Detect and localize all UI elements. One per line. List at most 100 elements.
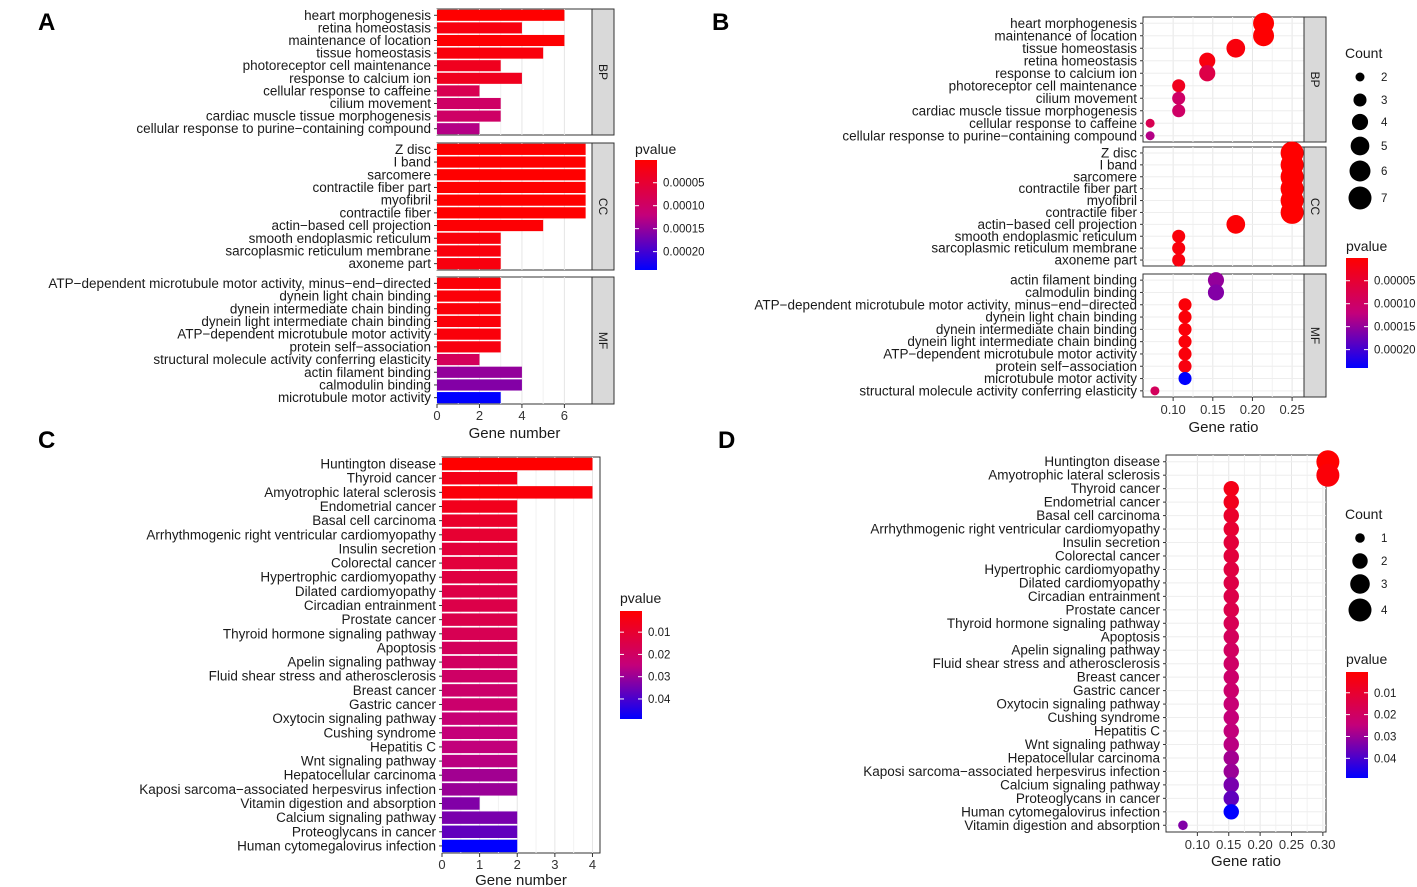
point — [1223, 548, 1239, 564]
category-label: Circadian entrainment — [1028, 589, 1160, 604]
point — [1223, 777, 1239, 793]
category-label: Hepatitis C — [1094, 724, 1160, 739]
pvalue-legend-title: pvalue — [1346, 238, 1387, 254]
size-legend-dot — [1349, 160, 1371, 182]
category-label: Human cytomegalovirus infection — [961, 804, 1160, 819]
colorbar-tick-label: 0.00005 — [663, 178, 705, 190]
bar — [442, 486, 593, 499]
x-tick-label: 4 — [518, 408, 525, 423]
size-legend-label: 1 — [1381, 533, 1387, 545]
point — [1223, 615, 1239, 632]
bar — [442, 457, 593, 471]
bar — [442, 754, 518, 768]
bar — [442, 627, 518, 641]
point — [1223, 669, 1239, 685]
category-label: I band — [1099, 157, 1137, 172]
facet-strip-label: BP — [1308, 71, 1322, 87]
category-label: Prostate cancer — [341, 612, 436, 627]
bar — [442, 655, 518, 669]
colorbar-tick-label: 0.03 — [1374, 731, 1396, 743]
size-legend-dot — [1348, 186, 1372, 210]
x-tick-label: 0 — [438, 857, 445, 872]
category-label: Thyroid hormone signaling pathway — [223, 626, 436, 641]
point — [1178, 310, 1192, 324]
category-label: actin filament binding — [1010, 273, 1137, 288]
category-label: dynein light chain binding — [985, 310, 1137, 325]
colorbar-tick-label: 0.04 — [1374, 753, 1397, 765]
bar — [437, 315, 501, 328]
x-tick-label: 0 — [433, 408, 440, 423]
facet-strip — [1303, 273, 1327, 398]
panel-letter-d: D — [718, 427, 735, 454]
point — [1253, 25, 1275, 47]
point — [1226, 214, 1246, 234]
category-label: dynein light intermediate chain binding — [907, 334, 1137, 349]
pvalue-colorbar — [635, 160, 657, 270]
pvalue-legend: pvalue 0.00005 0.00010 0.00015 0.00020 — [1346, 238, 1416, 368]
category-label: Endometrial cancer — [320, 499, 437, 514]
point — [1207, 272, 1225, 289]
category-label: Colorectal cancer — [1055, 548, 1161, 563]
x-tick-label: 3 — [551, 857, 558, 872]
category-label: Fluid shear stress and atherosclerosis — [933, 656, 1161, 671]
category-label: Hypertrophic cardiomyopathy — [984, 562, 1160, 577]
category-label: response to calcium ion — [995, 66, 1137, 81]
colorbar-tick-label: 0.04 — [648, 694, 671, 706]
bar — [442, 471, 518, 485]
x-axis-label: Gene number — [475, 872, 567, 887]
panel-border — [1142, 16, 1305, 143]
category-label: Proteoglycans in cancer — [292, 824, 437, 839]
size-legend-dot — [1352, 553, 1368, 569]
category-label: Oxytocin signaling pathway — [996, 697, 1160, 712]
category-label: cilium movement — [1036, 91, 1138, 106]
facet-strip — [591, 276, 615, 405]
point — [1223, 480, 1239, 497]
facet-strip — [591, 8, 615, 136]
facet-strip — [1303, 146, 1327, 267]
pvalue-legend: pvalue 0.00005 0.00010 0.00015 0.00020 — [635, 141, 705, 270]
panel-letter-c: C — [38, 427, 55, 454]
size-legend-label: 6 — [1381, 166, 1387, 178]
category-label: actin−based cell projection — [272, 218, 431, 233]
size-legend-label: 3 — [1381, 95, 1387, 107]
size-legend-dot — [1350, 136, 1370, 156]
category-label: photoreceptor cell maintenance — [243, 58, 431, 73]
size-legend-dot — [1350, 574, 1370, 594]
category-label: calmodulin binding — [1025, 285, 1137, 300]
bar — [437, 219, 544, 232]
x-tick-label: 0.10 — [1160, 402, 1185, 417]
category-label: Apoptosis — [1101, 629, 1161, 644]
facet-strip-label: CC — [1308, 198, 1322, 216]
category-label: dynein intermediate chain binding — [230, 301, 431, 316]
size-legend-label: 2 — [1381, 72, 1387, 84]
point — [1199, 65, 1216, 82]
facet-a-mf: ATP−dependent microtubule motor activity… — [48, 276, 615, 405]
bar — [437, 328, 501, 340]
point — [1178, 372, 1192, 386]
bar — [442, 641, 518, 655]
size-legend-label: 7 — [1381, 193, 1387, 205]
category-label: sarcomere — [1073, 169, 1137, 184]
x-tick-label: 0.25 — [1279, 402, 1304, 417]
bar — [442, 825, 518, 839]
category-label: Oxytocin signaling pathway — [272, 711, 436, 726]
colorbar-tick-label: 0.00015 — [1374, 322, 1416, 334]
point — [1223, 696, 1239, 712]
bar — [442, 514, 518, 527]
point — [1223, 790, 1239, 807]
size-legend-dot — [1355, 533, 1365, 543]
category-label: Basal cell carcinoma — [1036, 508, 1160, 523]
category-label: Wnt signaling pathway — [1025, 737, 1160, 752]
pvalue-legend-title: pvalue — [635, 141, 676, 157]
category-label: cellular response to purine−containing c… — [136, 121, 431, 136]
point — [1178, 820, 1188, 831]
bar — [437, 194, 586, 206]
x-tick-label: 4 — [589, 857, 596, 872]
x-axis-label: Gene ratio — [1188, 419, 1258, 436]
size-legend: Count 2 3 4 5 6 7 — [1345, 45, 1388, 210]
size-legend-dot — [1355, 72, 1365, 82]
point — [1316, 463, 1340, 487]
